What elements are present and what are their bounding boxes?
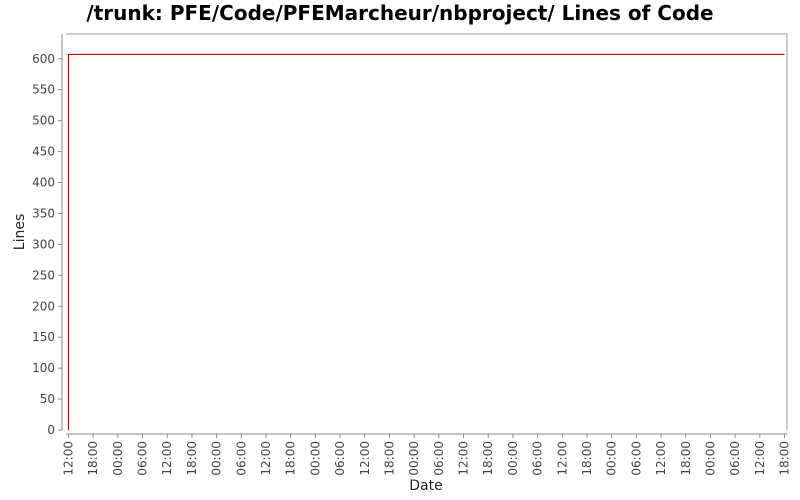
x-tick-label: 12:00 bbox=[555, 441, 569, 476]
x-tick-label: 00:00 bbox=[210, 441, 224, 476]
x-tick-label: 00:00 bbox=[407, 441, 421, 476]
series-line bbox=[67, 53, 785, 430]
x-tick-label: 18:00 bbox=[284, 441, 298, 476]
chart-title: /trunk: PFE/Code/PFEMarcheur/nbproject/ … bbox=[86, 1, 714, 25]
x-axis-title: Date bbox=[409, 478, 442, 494]
x-tick-label: 12:00 bbox=[654, 441, 668, 476]
y-tick-label: 600 bbox=[32, 52, 55, 66]
x-tick-label: 18:00 bbox=[382, 441, 396, 476]
y-tick-label: 150 bbox=[32, 330, 55, 344]
x-tick-label: 12:00 bbox=[160, 441, 174, 476]
y-tick-label: 200 bbox=[32, 299, 55, 313]
y-tick-label: 500 bbox=[32, 114, 55, 128]
plot-background bbox=[66, 34, 787, 430]
y-tick-label: 550 bbox=[32, 83, 55, 97]
x-tick-label: 18:00 bbox=[679, 441, 693, 476]
x-tick-label: 00:00 bbox=[506, 441, 520, 476]
y-tick-label: 100 bbox=[32, 361, 55, 375]
x-tick-label: 06:00 bbox=[629, 441, 643, 476]
x-tick-label: 12:00 bbox=[457, 441, 471, 476]
x-tick-label: 18:00 bbox=[185, 441, 199, 476]
y-tick-label: 450 bbox=[32, 145, 55, 159]
x-tick-label: 12:00 bbox=[61, 441, 75, 476]
x-tick-label: 06:00 bbox=[531, 441, 545, 476]
x-tick-label: 18:00 bbox=[86, 441, 100, 476]
x-tick-label: 12:00 bbox=[259, 441, 273, 476]
x-tick-label: 06:00 bbox=[432, 441, 446, 476]
series-layer bbox=[67, 53, 785, 430]
x-tick-label: 06:00 bbox=[136, 441, 150, 476]
x-tick-label: 18:00 bbox=[481, 441, 495, 476]
y-tick-label: 350 bbox=[32, 206, 55, 220]
x-tick-label: 12:00 bbox=[753, 441, 767, 476]
y-axis: 0 50 100 150 200 250 300 350 400 450 500 550 600 bbox=[32, 34, 63, 437]
x-tick-label: 00:00 bbox=[111, 441, 125, 476]
x-tick-label: 00:00 bbox=[605, 441, 619, 476]
x-tick-label: 18:00 bbox=[778, 441, 792, 476]
x-axis: 12:00 18:00 00:00 06:00 12:00 18:00 00:00 06:00… bbox=[61, 433, 792, 476]
plot-area bbox=[66, 33, 788, 430]
x-tick-label: 06:00 bbox=[333, 441, 347, 476]
x-tick-label: 18:00 bbox=[580, 441, 594, 476]
y-tick-label: 300 bbox=[32, 237, 55, 251]
y-tick-label: 250 bbox=[32, 268, 55, 282]
y-tick-label: 0 bbox=[47, 423, 55, 437]
x-tick-label: 00:00 bbox=[703, 441, 717, 476]
x-tick-label: 06:00 bbox=[728, 441, 742, 476]
y-axis-title: Lines bbox=[12, 214, 28, 250]
y-tick-label: 50 bbox=[40, 392, 55, 406]
x-tick-label: 06:00 bbox=[234, 441, 248, 476]
y-tick-label: 400 bbox=[32, 176, 55, 190]
x-tick-label: 00:00 bbox=[308, 441, 322, 476]
x-tick-label: 12:00 bbox=[358, 441, 372, 476]
